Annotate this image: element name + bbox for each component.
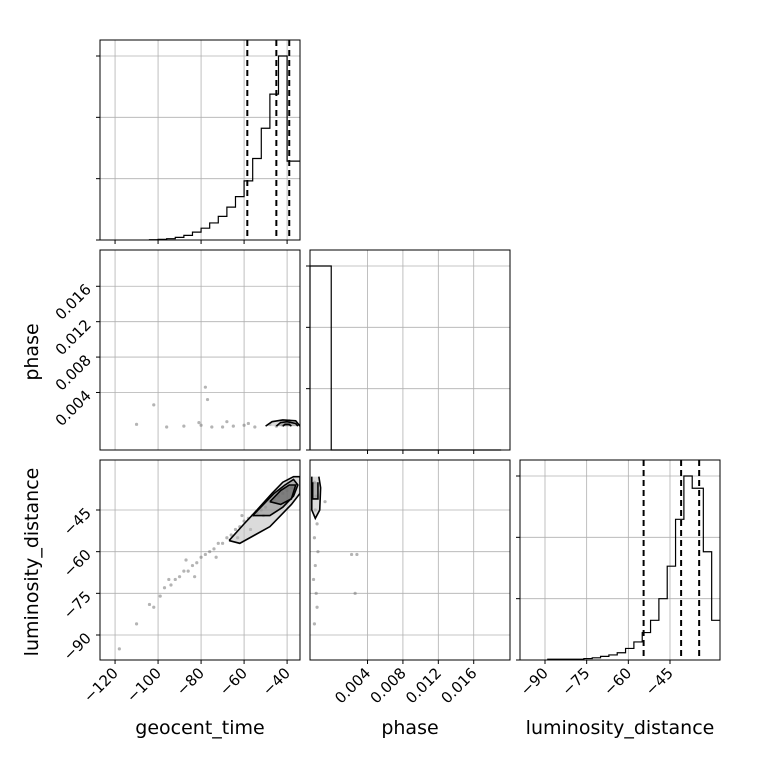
scatter-point: [208, 550, 212, 554]
x-axis-label-geocent-time: geocent_time: [135, 717, 264, 739]
scatter-point: [323, 500, 327, 504]
scatter-point: [240, 513, 244, 518]
scatter-point: [190, 563, 195, 568]
scatter-point: [233, 527, 238, 532]
scatter-point: [173, 577, 177, 582]
panel-frame: [99, 459, 301, 661]
histogram-step-luminosity-distance: [547, 475, 720, 660]
scatter-point: [199, 555, 203, 559]
scatter-point: [231, 424, 235, 428]
scatter-point: [165, 425, 169, 429]
scatter-point: [313, 563, 317, 568]
contour-line: [252, 478, 299, 517]
histogram-step-geocent-time: [148, 55, 300, 241]
scatter-point: [315, 605, 319, 609]
scatter-point: [205, 397, 210, 402]
scatter-point: [195, 561, 199, 565]
scatter-point: [158, 594, 162, 598]
scatter-point: [316, 550, 320, 554]
scatter-point: [311, 577, 316, 582]
scatter-point: [220, 425, 225, 429]
contour-line: [228, 475, 300, 545]
x-axis-label-luminosity-distance: luminosity_distance: [526, 717, 715, 739]
panel-frame: [309, 249, 511, 451]
histogram-panel-geocent-time: [96, 39, 301, 241]
scatter-point: [253, 425, 257, 429]
panel-frame: [309, 459, 511, 661]
scatter-point: [353, 591, 357, 595]
contour-line: [275, 420, 299, 427]
density-fill: [312, 482, 318, 499]
scatter-point: [312, 622, 317, 626]
scatter-point: [147, 602, 152, 607]
scatter-point: [225, 536, 229, 540]
histogram-panel-luminosity-distance: [516, 459, 721, 661]
scatter-point: [312, 536, 317, 540]
scatter-point: [242, 423, 246, 427]
panel-frame: [99, 39, 301, 241]
scatter-point: [214, 555, 218, 559]
scatter-point: [152, 605, 156, 609]
scatter-point: [197, 420, 201, 425]
scatter-point: [134, 622, 139, 626]
x-axis-label-phase: phase: [381, 717, 438, 739]
panel-content: [134, 385, 300, 429]
scatter-point: [152, 403, 156, 407]
scatter-point: [193, 575, 197, 579]
scatter-point: [162, 586, 167, 590]
scatter-point: [177, 575, 182, 579]
scatter-point: [167, 577, 171, 582]
scatter-panel-geocent-time-vs-luminosity-distance: [99, 459, 301, 661]
scatter-point: [184, 558, 188, 562]
scatter-point: [220, 541, 225, 545]
y-axis-label-luminosity-distance: luminosity_distance: [21, 468, 43, 657]
scatter-point: [216, 541, 220, 545]
panel-content: [310, 476, 359, 626]
panel-content: [117, 475, 300, 651]
contour-line: [265, 419, 300, 427]
scatter-point: [355, 552, 359, 557]
scatter-point: [349, 552, 354, 557]
scatter-point: [203, 385, 207, 389]
y-axis-label-phase: phase: [21, 323, 43, 380]
scatter-point: [315, 522, 319, 526]
scatter-panel-phase-vs-luminosity-distance: [309, 459, 511, 661]
contour-line: [311, 482, 319, 500]
scatter-point: [186, 569, 190, 573]
histogram-panel-phase: [306, 249, 511, 451]
scatter-point: [199, 423, 203, 427]
panel-frame: [519, 459, 721, 661]
scatter-point: [229, 533, 233, 537]
scatter-point: [169, 583, 173, 587]
scatter-point: [225, 420, 229, 424]
scatter-point: [182, 424, 186, 428]
scatter-point: [182, 569, 186, 573]
contour-line: [269, 484, 297, 506]
scatter-point: [117, 647, 121, 651]
scatter-point: [212, 547, 216, 551]
scatter-panel-geocent-time-vs-phase: [99, 249, 301, 451]
panel-frame: [99, 249, 301, 451]
scatter-point: [210, 425, 214, 429]
scatter-point: [134, 422, 139, 426]
scatter-point: [314, 591, 318, 595]
contour-line: [310, 476, 322, 521]
contour-line: [282, 423, 292, 427]
scatter-point: [203, 552, 207, 557]
scatter-point: [246, 421, 250, 426]
